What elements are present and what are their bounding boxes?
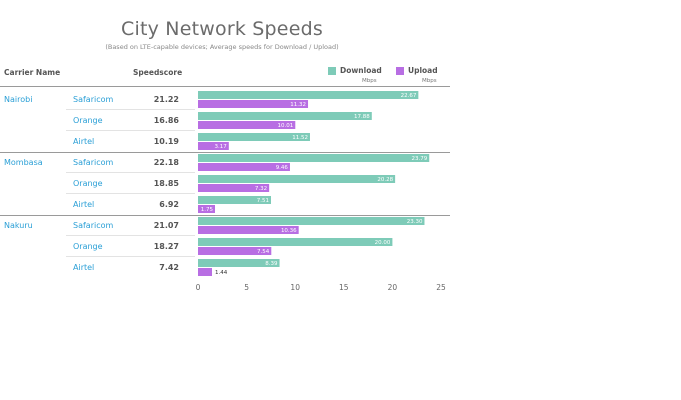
chart-subtitle: (Based on LTE-capable devices; Average s… bbox=[105, 43, 339, 51]
upload-value-label: 7.54 bbox=[257, 249, 270, 255]
speedscore-value: 18.85 bbox=[154, 179, 180, 188]
download-value-label: 22.67 bbox=[401, 93, 417, 99]
upload-bar bbox=[198, 163, 290, 171]
download-bar bbox=[198, 133, 310, 141]
upload-bar bbox=[198, 100, 309, 108]
download-value-label: 17.88 bbox=[354, 114, 370, 120]
carrier-label: Orange bbox=[73, 179, 103, 188]
carrier-label: Orange bbox=[73, 116, 103, 125]
speedscore-value: 10.19 bbox=[154, 137, 180, 146]
x-tick-label: 25 bbox=[436, 283, 446, 292]
speedscore-value: 6.92 bbox=[159, 200, 179, 209]
legend-download-label: Download bbox=[340, 66, 382, 75]
x-tick-label: 15 bbox=[339, 283, 349, 292]
speedscore-value: 21.07 bbox=[154, 221, 179, 230]
carrier-name-header: Carrier Name bbox=[4, 68, 61, 77]
x-tick-label: 10 bbox=[290, 283, 300, 292]
download-value-label: 23.79 bbox=[411, 156, 427, 162]
download-bar bbox=[198, 259, 280, 267]
upload-value-label: 1.44 bbox=[215, 270, 228, 276]
upload-bar bbox=[198, 205, 216, 213]
x-tick-label: 5 bbox=[244, 283, 249, 292]
carrier-label: Orange bbox=[73, 242, 103, 251]
legend-upload-swatch bbox=[396, 67, 404, 75]
chart-title: City Network Speeds bbox=[121, 18, 323, 40]
city-label: Nakuru bbox=[4, 221, 33, 230]
download-bar bbox=[198, 91, 419, 99]
download-value-label: 20.28 bbox=[377, 177, 393, 183]
download-value-label: 11.52 bbox=[292, 135, 308, 141]
carrier-label: Safaricom bbox=[73, 95, 114, 104]
carrier-label: Airtel bbox=[73, 137, 94, 146]
carrier-label: Airtel bbox=[73, 263, 94, 272]
upload-value-label: 3.17 bbox=[215, 144, 228, 150]
speedscore-value: 22.18 bbox=[154, 158, 180, 167]
upload-value-label: 7.32 bbox=[255, 186, 267, 192]
upload-bar bbox=[198, 121, 296, 129]
upload-bar bbox=[198, 226, 299, 234]
upload-value-label: 9.46 bbox=[276, 165, 289, 171]
download-value-label: 23.30 bbox=[407, 219, 423, 225]
city-label: Nairobi bbox=[4, 95, 32, 104]
download-value-label: 8.39 bbox=[265, 261, 278, 267]
download-bar bbox=[198, 112, 372, 120]
upload-value-label: 11.32 bbox=[290, 102, 306, 108]
download-bar bbox=[198, 238, 393, 246]
legend-upload-unit: Mbps bbox=[422, 78, 437, 84]
upload-bar bbox=[198, 247, 272, 255]
upload-value-label: 1.75 bbox=[201, 207, 214, 213]
carrier-label: Safaricom bbox=[73, 221, 114, 230]
upload-value-label: 10.01 bbox=[278, 123, 294, 129]
download-bar bbox=[198, 154, 430, 162]
x-tick-label: 20 bbox=[388, 283, 398, 292]
legend-download-swatch bbox=[328, 67, 336, 75]
download-value-label: 20.00 bbox=[375, 240, 391, 246]
download-bar bbox=[198, 175, 396, 183]
upload-value-label: 10.36 bbox=[281, 228, 297, 234]
legend-upload-label: Upload bbox=[408, 66, 438, 75]
download-bar bbox=[198, 196, 271, 204]
upload-bar bbox=[198, 268, 212, 276]
carrier-label: Airtel bbox=[73, 200, 94, 209]
x-tick-label: 0 bbox=[196, 283, 201, 292]
city-label: Mombasa bbox=[4, 158, 43, 167]
upload-bar bbox=[198, 184, 270, 192]
speedscore-value: 16.86 bbox=[154, 116, 180, 125]
legend-upload: Upload Mbps bbox=[396, 66, 446, 86]
legend-download-unit: Mbps bbox=[362, 78, 377, 84]
carrier-label: Safaricom bbox=[73, 158, 114, 167]
upload-bar bbox=[198, 142, 229, 150]
legend-download: Download Mbps bbox=[328, 66, 388, 86]
speedscore-value: 18.27 bbox=[154, 242, 179, 251]
speedscore-value: 21.22 bbox=[154, 95, 179, 104]
download-value-label: 7.51 bbox=[257, 198, 269, 204]
speedscore-value: 7.42 bbox=[159, 263, 179, 272]
download-bar bbox=[198, 217, 425, 225]
speedscore-header: Speedscore bbox=[133, 68, 183, 77]
